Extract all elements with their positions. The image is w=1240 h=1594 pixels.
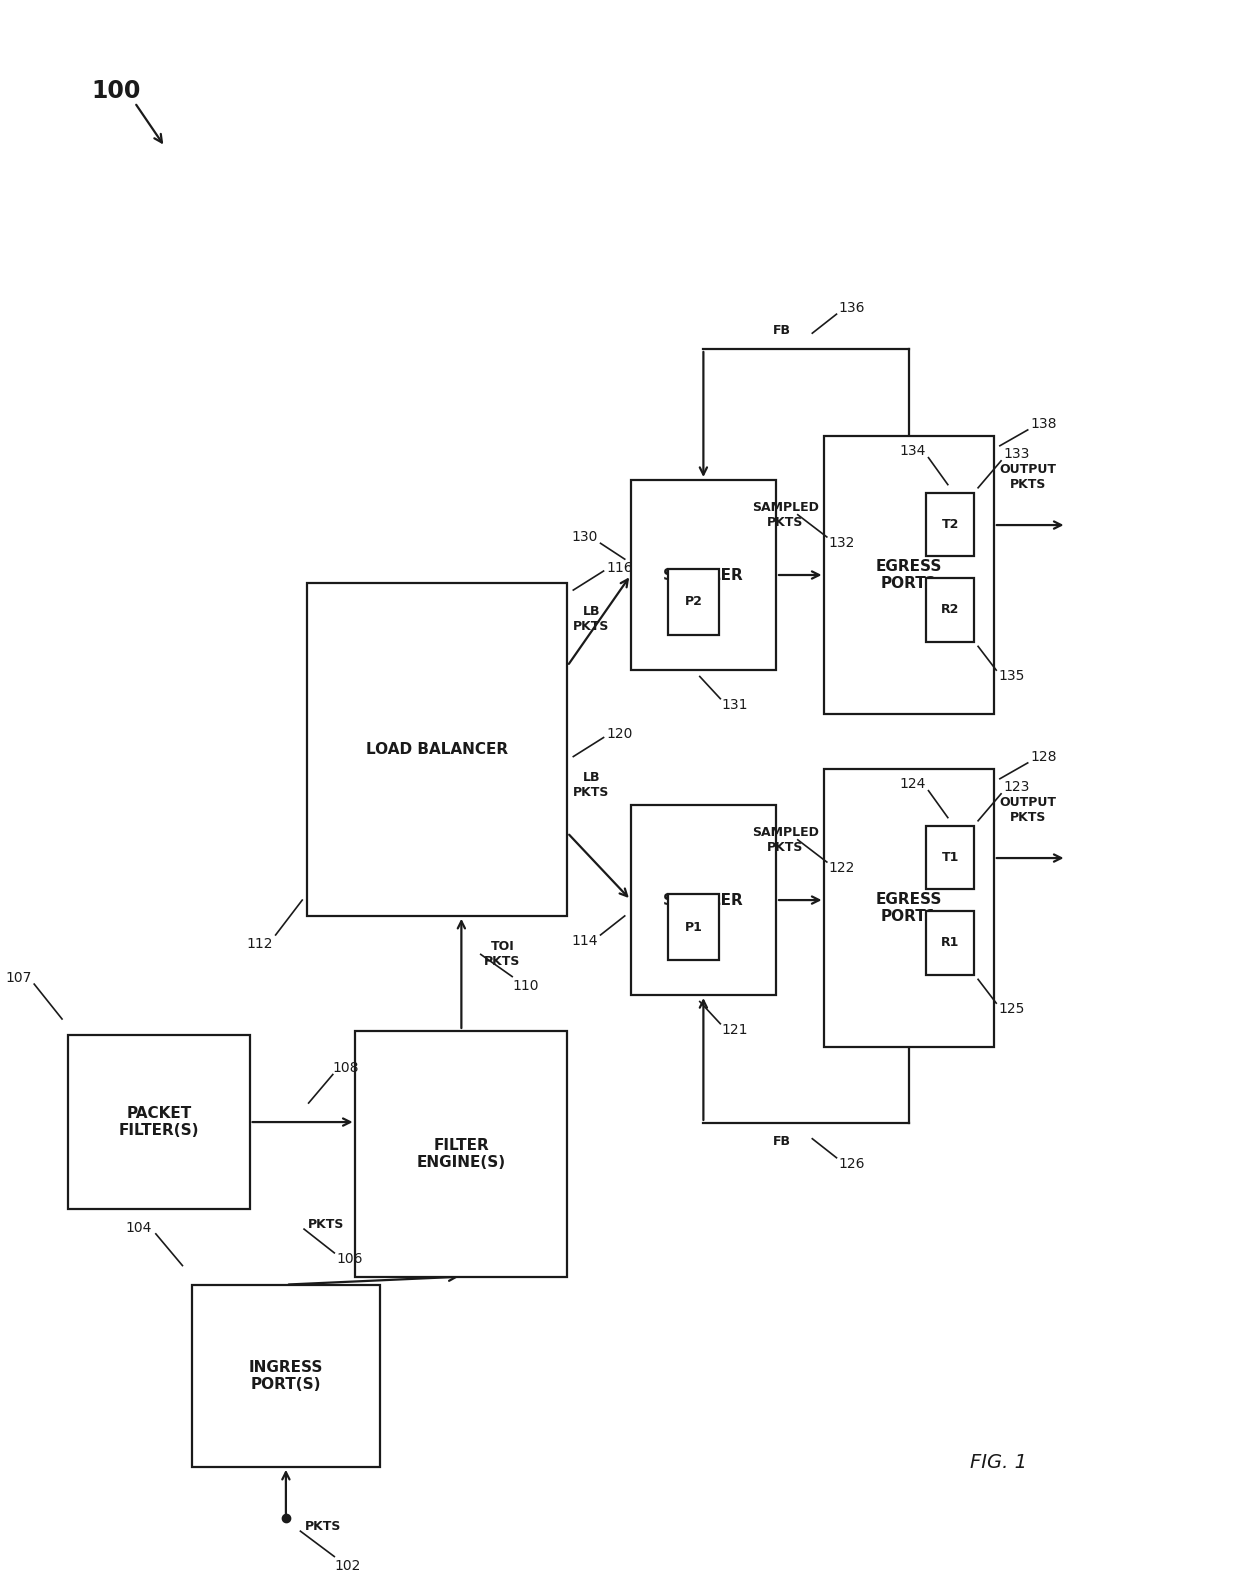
Text: 123: 123 — [1003, 781, 1030, 794]
Text: EGRESS
PORT1: EGRESS PORT1 — [875, 891, 942, 925]
FancyBboxPatch shape — [926, 579, 975, 642]
FancyBboxPatch shape — [926, 826, 975, 889]
Text: FB: FB — [773, 1135, 791, 1148]
Text: 110: 110 — [512, 979, 538, 993]
FancyBboxPatch shape — [926, 912, 975, 974]
Text: OUTPUT
PKTS: OUTPUT PKTS — [999, 797, 1056, 824]
Text: 126: 126 — [839, 1157, 866, 1172]
FancyBboxPatch shape — [825, 437, 993, 714]
Text: 131: 131 — [722, 698, 748, 713]
Text: FILTER
ENGINE(S): FILTER ENGINE(S) — [417, 1138, 506, 1170]
Text: 120: 120 — [606, 727, 632, 741]
FancyBboxPatch shape — [356, 1031, 567, 1277]
FancyBboxPatch shape — [192, 1285, 379, 1466]
Text: R1: R1 — [941, 936, 960, 950]
Text: LOAD BALANCER: LOAD BALANCER — [366, 741, 508, 757]
Text: 134: 134 — [900, 445, 926, 459]
Text: LB
PKTS: LB PKTS — [573, 771, 610, 799]
Text: 133: 133 — [1003, 448, 1030, 462]
FancyBboxPatch shape — [926, 493, 975, 556]
FancyBboxPatch shape — [308, 583, 567, 917]
Text: TOI
PKTS: TOI PKTS — [485, 940, 521, 969]
Text: T1: T1 — [941, 851, 959, 864]
Text: LB
PKTS: LB PKTS — [573, 604, 610, 633]
Text: SAMPLER: SAMPLER — [663, 893, 744, 907]
Text: 102: 102 — [335, 1559, 361, 1573]
Text: SAMPLED
PKTS: SAMPLED PKTS — [751, 501, 818, 529]
Text: PKTS: PKTS — [305, 1521, 342, 1533]
Text: OUTPUT
PKTS: OUTPUT PKTS — [999, 464, 1056, 491]
Text: 108: 108 — [332, 1062, 360, 1074]
Text: P2: P2 — [684, 596, 703, 609]
FancyBboxPatch shape — [668, 894, 719, 960]
Text: R2: R2 — [941, 604, 960, 617]
Text: 138: 138 — [1030, 416, 1056, 430]
Text: SAMPLED
PKTS: SAMPLED PKTS — [751, 826, 818, 854]
Text: INGRESS
PORT(S): INGRESS PORT(S) — [249, 1360, 324, 1392]
Text: 130: 130 — [572, 529, 598, 544]
FancyBboxPatch shape — [668, 569, 719, 636]
Text: 128: 128 — [1030, 749, 1056, 764]
Text: PKTS: PKTS — [308, 1218, 343, 1231]
Text: 125: 125 — [998, 1003, 1025, 1017]
FancyBboxPatch shape — [68, 1035, 249, 1210]
Text: 124: 124 — [900, 778, 926, 791]
FancyBboxPatch shape — [631, 805, 776, 995]
Text: 135: 135 — [998, 669, 1025, 684]
Text: FIG. 1: FIG. 1 — [970, 1454, 1027, 1473]
FancyBboxPatch shape — [631, 480, 776, 669]
Text: 116: 116 — [606, 561, 632, 575]
Text: 104: 104 — [125, 1221, 153, 1234]
Text: PACKET
FILTER(S): PACKET FILTER(S) — [119, 1106, 200, 1138]
Text: 121: 121 — [722, 1023, 748, 1038]
Text: 122: 122 — [828, 861, 854, 875]
Text: 107: 107 — [5, 971, 32, 985]
Text: 132: 132 — [828, 536, 854, 550]
Text: FB: FB — [773, 324, 791, 336]
Text: T2: T2 — [941, 518, 959, 531]
Text: SAMPLER: SAMPLER — [663, 567, 744, 582]
Text: 112: 112 — [247, 937, 273, 952]
Text: 136: 136 — [839, 301, 866, 316]
FancyBboxPatch shape — [825, 770, 993, 1047]
Text: EGRESS
PORT2: EGRESS PORT2 — [875, 559, 942, 591]
Text: 114: 114 — [572, 934, 598, 948]
Text: 106: 106 — [337, 1253, 363, 1266]
Text: P1: P1 — [684, 920, 703, 934]
Text: 100: 100 — [92, 80, 141, 104]
